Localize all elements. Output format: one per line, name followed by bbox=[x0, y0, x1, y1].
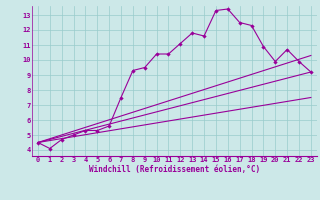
X-axis label: Windchill (Refroidissement éolien,°C): Windchill (Refroidissement éolien,°C) bbox=[89, 165, 260, 174]
